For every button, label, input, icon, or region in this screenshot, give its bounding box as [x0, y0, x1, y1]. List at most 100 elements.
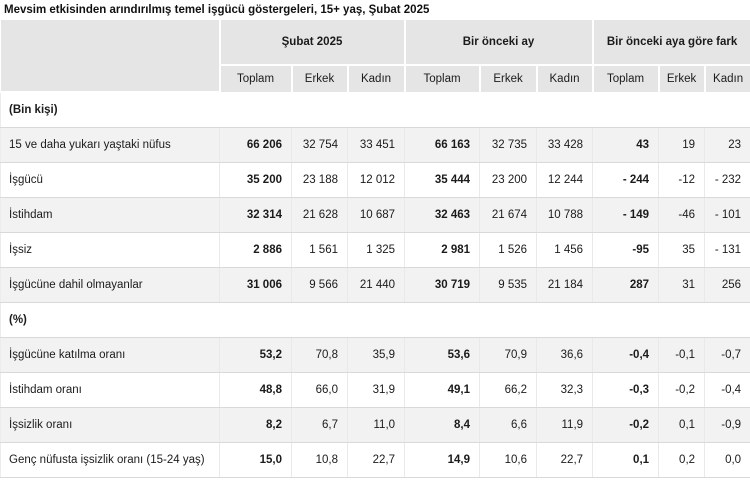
- cell-value: 2 886: [219, 232, 292, 268]
- cell-value: 66 206: [219, 127, 292, 163]
- cell-value: 33 451: [346, 127, 405, 163]
- cell-value: -0,2: [592, 407, 659, 443]
- cell-value: 23: [704, 127, 750, 163]
- cell-value: 6,6: [479, 407, 537, 443]
- cell-value: - 149: [592, 197, 659, 233]
- cell-value: 0,1: [658, 407, 705, 443]
- cell-value: 49,1: [404, 372, 480, 408]
- cell-value: 21 440: [346, 267, 405, 303]
- table-row: İstihdam 32 314 21 628 10 687 32 463 21 674 10…: [0, 197, 750, 233]
- table-corner-cell: [0, 20, 220, 93]
- cell-value: 21 184: [536, 267, 593, 303]
- cell-value: 11,0: [346, 407, 405, 443]
- cell-value: - 101: [704, 197, 750, 233]
- cell-value: 10,6: [479, 442, 537, 478]
- column-group-row: Şubat 2025 Bir önceki ay Bir önceki aya …: [0, 20, 750, 93]
- cell-value: 287: [592, 267, 659, 303]
- cell-value: 12 244: [536, 162, 593, 198]
- cell-value: -46: [658, 197, 705, 233]
- table-row: İşgücü 35 200 23 188 12 012 35 444 23 200 12 2…: [0, 162, 750, 198]
- cell-value: 10 687: [346, 197, 405, 233]
- cell-value: 43: [592, 127, 659, 163]
- column-header-male: Erkek: [478, 65, 537, 92]
- cell-value: 1 526: [479, 232, 537, 268]
- cell-value: 31: [658, 267, 705, 303]
- column-group-current-month: Şubat 2025: [218, 20, 405, 66]
- cell-value: 9 535: [479, 267, 537, 303]
- cell-value: 30 719: [404, 267, 480, 303]
- cell-value: 1 456: [536, 232, 593, 268]
- cell-value: -95: [592, 232, 659, 268]
- cell-value: 48,8: [219, 372, 292, 408]
- table-row: İşgücüne katılma oranı 53,2 70,8 35,9 53,6 70…: [0, 337, 750, 373]
- cell-value: 35 200: [219, 162, 292, 198]
- cell-value: 256: [704, 267, 750, 303]
- cell-value: 19: [658, 127, 705, 163]
- cell-value: - 244: [592, 162, 659, 198]
- cell-value: 70,8: [291, 337, 348, 373]
- cell-value: 33 428: [536, 127, 593, 163]
- cell-value: 0,2: [658, 442, 705, 478]
- cell-value: 53,2: [219, 337, 292, 373]
- cell-value: 9 566: [291, 267, 348, 303]
- table-header: Şubat 2025 Bir önceki ay Bir önceki aya …: [0, 20, 750, 93]
- cell-value: 14,9: [404, 442, 480, 478]
- cell-value: - 232: [704, 162, 750, 198]
- cell-value: 21 674: [479, 197, 537, 233]
- section-header-row: (Bin kişi): [0, 92, 750, 128]
- column-header-female: Kadın: [535, 65, 593, 92]
- cell-value: -12: [658, 162, 705, 198]
- table-row: İşgücüne dahil olmayanlar 31 006 9 566 21 4…: [0, 267, 750, 303]
- cell-value: -0,1: [658, 337, 705, 373]
- cell-value: 32 314: [219, 197, 292, 233]
- row-label: İşgücüne dahil olmayanlar: [0, 267, 220, 303]
- cell-value: 35 444: [404, 162, 480, 198]
- column-header-male: Erkek: [657, 65, 705, 92]
- row-label: İstihdam: [0, 197, 220, 233]
- row-label: İşsiz: [0, 232, 220, 268]
- table-row: 15 ve daha yukarı yaştaki nüfus 66 206 32 …: [0, 127, 750, 163]
- column-header-total: Toplam: [218, 65, 292, 92]
- section-label: (%): [0, 302, 750, 338]
- cell-value: 2 981: [404, 232, 480, 268]
- cell-value: 66 163: [404, 127, 480, 163]
- page-title: Mevsim etkisinden arındırılmış temel işg…: [4, 4, 430, 16]
- cell-value: 1 325: [346, 232, 405, 268]
- cell-value: 21 628: [291, 197, 348, 233]
- column-header-female: Kadın: [703, 65, 750, 92]
- row-label: İşsizlik oranı: [0, 407, 220, 443]
- section-label: (Bin kişi): [0, 92, 750, 128]
- cell-value: 6,7: [291, 407, 348, 443]
- cell-value: 70,9: [479, 337, 537, 373]
- cell-value: 22,7: [536, 442, 593, 478]
- cell-value: 23 188: [291, 162, 348, 198]
- cell-value: 36,6: [536, 337, 593, 373]
- cell-value: 35: [658, 232, 705, 268]
- cell-value: 32 754: [291, 127, 348, 163]
- cell-value: -0,9: [704, 407, 750, 443]
- column-group-difference: Bir önceki aya göre fark: [591, 20, 750, 66]
- row-label: İşgücü: [0, 162, 220, 198]
- cell-value: 22,7: [346, 442, 405, 478]
- cell-value: 10 788: [536, 197, 593, 233]
- row-label: Genç nüfusta işsizlik oranı (15-24 yaş): [0, 442, 220, 478]
- cell-value: 0,0: [704, 442, 750, 478]
- cell-value: 12 012: [346, 162, 405, 198]
- row-label: İstihdam oranı: [0, 372, 220, 408]
- cell-value: 31,9: [346, 372, 405, 408]
- column-header-total: Toplam: [403, 65, 480, 92]
- cell-value: -0,3: [592, 372, 659, 408]
- cell-value: 1 561: [291, 232, 348, 268]
- table-row: Genç nüfusta işsizlik oranı (15-24 yaş) 1…: [0, 442, 750, 478]
- cell-value: 32,3: [536, 372, 593, 408]
- cell-value: 32 735: [479, 127, 537, 163]
- cell-value: 15,0: [219, 442, 292, 478]
- cell-value: 8,2: [219, 407, 292, 443]
- column-subheader-row: Toplam Erkek Kadın Toplam Erkek Kadın To…: [1, 65, 750, 92]
- cell-value: -0,7: [704, 337, 750, 373]
- cell-value: 8,4: [404, 407, 480, 443]
- cell-value: 66,2: [479, 372, 537, 408]
- column-header-male: Erkek: [290, 65, 348, 92]
- table-row: İşsiz 2 886 1 561 1 325 2 981 1 526 1 456 -95 35…: [0, 232, 750, 268]
